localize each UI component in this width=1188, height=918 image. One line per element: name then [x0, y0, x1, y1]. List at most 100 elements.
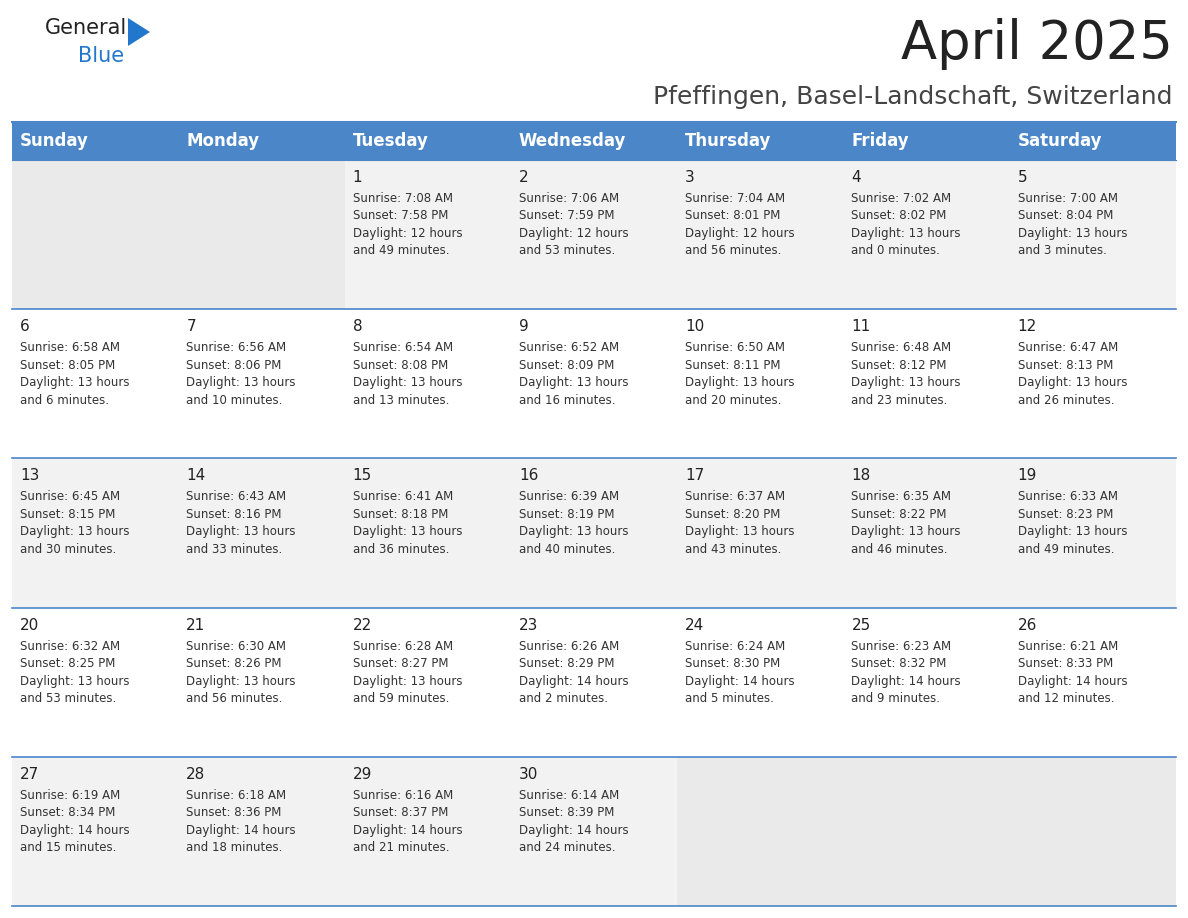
Bar: [1010, 160, 1176, 309]
Text: 18: 18: [852, 468, 871, 484]
Text: Sunrise: 7:02 AM
Sunset: 8:02 PM
Daylight: 13 hours
and 0 minutes.: Sunrise: 7:02 AM Sunset: 8:02 PM Dayligh…: [852, 192, 961, 258]
Bar: [677, 160, 843, 309]
Text: 10: 10: [685, 319, 704, 334]
Text: 3: 3: [685, 170, 695, 185]
Text: 28: 28: [187, 767, 206, 782]
Text: Thursday: Thursday: [685, 132, 771, 150]
Bar: [1010, 458, 1176, 608]
Bar: [345, 608, 511, 756]
Bar: [1010, 756, 1176, 906]
Text: Sunrise: 6:47 AM
Sunset: 8:13 PM
Daylight: 13 hours
and 26 minutes.: Sunrise: 6:47 AM Sunset: 8:13 PM Dayligh…: [1018, 341, 1127, 407]
Bar: [1010, 608, 1176, 756]
Text: Sunrise: 6:48 AM
Sunset: 8:12 PM
Daylight: 13 hours
and 23 minutes.: Sunrise: 6:48 AM Sunset: 8:12 PM Dayligh…: [852, 341, 961, 407]
Bar: [345, 458, 511, 608]
Text: Sunrise: 7:08 AM
Sunset: 7:58 PM
Daylight: 12 hours
and 49 minutes.: Sunrise: 7:08 AM Sunset: 7:58 PM Dayligh…: [353, 192, 462, 258]
Text: Sunrise: 6:18 AM
Sunset: 8:36 PM
Daylight: 14 hours
and 18 minutes.: Sunrise: 6:18 AM Sunset: 8:36 PM Dayligh…: [187, 789, 296, 855]
Text: Sunrise: 6:16 AM
Sunset: 8:37 PM
Daylight: 14 hours
and 21 minutes.: Sunrise: 6:16 AM Sunset: 8:37 PM Dayligh…: [353, 789, 462, 855]
Bar: [843, 160, 1010, 309]
Text: General: General: [45, 18, 127, 38]
Text: 21: 21: [187, 618, 206, 633]
Text: Sunrise: 6:43 AM
Sunset: 8:16 PM
Daylight: 13 hours
and 33 minutes.: Sunrise: 6:43 AM Sunset: 8:16 PM Dayligh…: [187, 490, 296, 556]
Bar: [511, 309, 677, 458]
Bar: [677, 122, 843, 160]
Text: 17: 17: [685, 468, 704, 484]
Bar: [12, 309, 178, 458]
Text: 19: 19: [1018, 468, 1037, 484]
Bar: [677, 608, 843, 756]
Text: Sunrise: 6:52 AM
Sunset: 8:09 PM
Daylight: 13 hours
and 16 minutes.: Sunrise: 6:52 AM Sunset: 8:09 PM Dayligh…: [519, 341, 628, 407]
Text: April 2025: April 2025: [902, 18, 1173, 70]
Bar: [511, 458, 677, 608]
Bar: [178, 608, 345, 756]
Text: Friday: Friday: [852, 132, 909, 150]
Bar: [511, 160, 677, 309]
Bar: [178, 122, 345, 160]
Bar: [178, 160, 345, 309]
Text: 29: 29: [353, 767, 372, 782]
Text: Sunrise: 6:54 AM
Sunset: 8:08 PM
Daylight: 13 hours
and 13 minutes.: Sunrise: 6:54 AM Sunset: 8:08 PM Dayligh…: [353, 341, 462, 407]
Text: 13: 13: [20, 468, 39, 484]
Text: 11: 11: [852, 319, 871, 334]
Text: Saturday: Saturday: [1018, 132, 1102, 150]
Text: 2: 2: [519, 170, 529, 185]
Bar: [511, 756, 677, 906]
Text: 26: 26: [1018, 618, 1037, 633]
Text: Sunrise: 6:56 AM
Sunset: 8:06 PM
Daylight: 13 hours
and 10 minutes.: Sunrise: 6:56 AM Sunset: 8:06 PM Dayligh…: [187, 341, 296, 407]
Text: Sunrise: 6:58 AM
Sunset: 8:05 PM
Daylight: 13 hours
and 6 minutes.: Sunrise: 6:58 AM Sunset: 8:05 PM Dayligh…: [20, 341, 129, 407]
Text: Blue: Blue: [78, 46, 124, 66]
Text: Pfeffingen, Basel-Landschaft, Switzerland: Pfeffingen, Basel-Landschaft, Switzerlan…: [653, 85, 1173, 109]
Bar: [677, 756, 843, 906]
Text: Sunday: Sunday: [20, 132, 89, 150]
Text: 6: 6: [20, 319, 30, 334]
Polygon shape: [128, 18, 150, 46]
Text: Sunrise: 6:32 AM
Sunset: 8:25 PM
Daylight: 13 hours
and 53 minutes.: Sunrise: 6:32 AM Sunset: 8:25 PM Dayligh…: [20, 640, 129, 705]
Text: Sunrise: 6:26 AM
Sunset: 8:29 PM
Daylight: 14 hours
and 2 minutes.: Sunrise: 6:26 AM Sunset: 8:29 PM Dayligh…: [519, 640, 628, 705]
Text: Sunrise: 6:37 AM
Sunset: 8:20 PM
Daylight: 13 hours
and 43 minutes.: Sunrise: 6:37 AM Sunset: 8:20 PM Dayligh…: [685, 490, 795, 556]
Text: 24: 24: [685, 618, 704, 633]
Text: Sunrise: 7:00 AM
Sunset: 8:04 PM
Daylight: 13 hours
and 3 minutes.: Sunrise: 7:00 AM Sunset: 8:04 PM Dayligh…: [1018, 192, 1127, 258]
Bar: [345, 309, 511, 458]
Text: Sunrise: 6:50 AM
Sunset: 8:11 PM
Daylight: 13 hours
and 20 minutes.: Sunrise: 6:50 AM Sunset: 8:11 PM Dayligh…: [685, 341, 795, 407]
Bar: [12, 458, 178, 608]
Bar: [178, 309, 345, 458]
Text: 30: 30: [519, 767, 538, 782]
Text: 15: 15: [353, 468, 372, 484]
Bar: [178, 458, 345, 608]
Text: 1: 1: [353, 170, 362, 185]
Text: 22: 22: [353, 618, 372, 633]
Bar: [12, 608, 178, 756]
Bar: [843, 608, 1010, 756]
Text: Sunrise: 6:35 AM
Sunset: 8:22 PM
Daylight: 13 hours
and 46 minutes.: Sunrise: 6:35 AM Sunset: 8:22 PM Dayligh…: [852, 490, 961, 556]
Text: 14: 14: [187, 468, 206, 484]
Bar: [511, 608, 677, 756]
Bar: [843, 309, 1010, 458]
Text: 16: 16: [519, 468, 538, 484]
Text: Sunrise: 6:19 AM
Sunset: 8:34 PM
Daylight: 14 hours
and 15 minutes.: Sunrise: 6:19 AM Sunset: 8:34 PM Dayligh…: [20, 789, 129, 855]
Text: Sunrise: 6:41 AM
Sunset: 8:18 PM
Daylight: 13 hours
and 36 minutes.: Sunrise: 6:41 AM Sunset: 8:18 PM Dayligh…: [353, 490, 462, 556]
Text: Sunrise: 6:21 AM
Sunset: 8:33 PM
Daylight: 14 hours
and 12 minutes.: Sunrise: 6:21 AM Sunset: 8:33 PM Dayligh…: [1018, 640, 1127, 705]
Bar: [345, 160, 511, 309]
Text: Sunrise: 6:33 AM
Sunset: 8:23 PM
Daylight: 13 hours
and 49 minutes.: Sunrise: 6:33 AM Sunset: 8:23 PM Dayligh…: [1018, 490, 1127, 556]
Bar: [12, 160, 178, 309]
Text: Sunrise: 6:30 AM
Sunset: 8:26 PM
Daylight: 13 hours
and 56 minutes.: Sunrise: 6:30 AM Sunset: 8:26 PM Dayligh…: [187, 640, 296, 705]
Text: Tuesday: Tuesday: [353, 132, 429, 150]
Text: Sunrise: 6:14 AM
Sunset: 8:39 PM
Daylight: 14 hours
and 24 minutes.: Sunrise: 6:14 AM Sunset: 8:39 PM Dayligh…: [519, 789, 628, 855]
Bar: [1010, 309, 1176, 458]
Text: Sunrise: 7:04 AM
Sunset: 8:01 PM
Daylight: 12 hours
and 56 minutes.: Sunrise: 7:04 AM Sunset: 8:01 PM Dayligh…: [685, 192, 795, 258]
Text: 8: 8: [353, 319, 362, 334]
Bar: [12, 756, 178, 906]
Text: Sunrise: 7:06 AM
Sunset: 7:59 PM
Daylight: 12 hours
and 53 minutes.: Sunrise: 7:06 AM Sunset: 7:59 PM Dayligh…: [519, 192, 628, 258]
Text: Sunrise: 6:45 AM
Sunset: 8:15 PM
Daylight: 13 hours
and 30 minutes.: Sunrise: 6:45 AM Sunset: 8:15 PM Dayligh…: [20, 490, 129, 556]
Text: 12: 12: [1018, 319, 1037, 334]
Text: Sunrise: 6:23 AM
Sunset: 8:32 PM
Daylight: 14 hours
and 9 minutes.: Sunrise: 6:23 AM Sunset: 8:32 PM Dayligh…: [852, 640, 961, 705]
Bar: [843, 756, 1010, 906]
Text: 5: 5: [1018, 170, 1028, 185]
Bar: [345, 122, 511, 160]
Text: 4: 4: [852, 170, 861, 185]
Text: Monday: Monday: [187, 132, 259, 150]
Text: 9: 9: [519, 319, 529, 334]
Bar: [511, 122, 677, 160]
Bar: [12, 122, 178, 160]
Bar: [178, 756, 345, 906]
Text: Sunrise: 6:24 AM
Sunset: 8:30 PM
Daylight: 14 hours
and 5 minutes.: Sunrise: 6:24 AM Sunset: 8:30 PM Dayligh…: [685, 640, 795, 705]
